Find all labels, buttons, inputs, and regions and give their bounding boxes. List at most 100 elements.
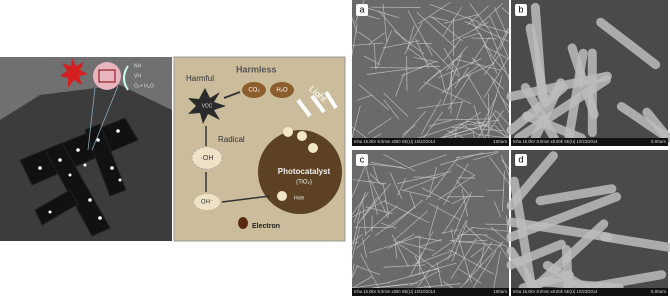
fiber (409, 193, 416, 209)
fiber (383, 92, 409, 117)
zoom-line (87, 87, 96, 151)
fiber (351, 210, 361, 251)
fiber (506, 151, 558, 211)
fiber (529, 219, 609, 293)
fiber (370, 161, 407, 170)
h2o-label: H₂O (276, 88, 288, 94)
fiber (493, 27, 509, 58)
electron-dot (238, 217, 248, 229)
fiber (469, 3, 492, 34)
fiber (413, 251, 451, 265)
fiber (457, 234, 472, 283)
fiber (360, 253, 380, 289)
fiber (351, 42, 384, 46)
fiber (351, 282, 390, 289)
fiber (390, 199, 424, 228)
fiber (351, 227, 360, 260)
fiber (389, 172, 403, 199)
fiber (438, 175, 475, 200)
fiber (490, 54, 510, 77)
fiber (442, 195, 469, 234)
fiber (473, 3, 503, 31)
fiber (470, 247, 484, 258)
fiber (450, 22, 489, 43)
panel-label: a (359, 4, 364, 14)
fiber (441, 64, 481, 94)
fiber (383, 99, 400, 120)
label-box (515, 4, 527, 16)
fiber (416, 12, 456, 48)
fiber (469, 241, 504, 278)
fiber (427, 55, 461, 82)
fiber (500, 154, 510, 176)
mechanism-panel: Harmful Harmless Light VOC CO₂ H₂O Radic… (173, 56, 346, 242)
fiber (478, 134, 510, 139)
fiber (394, 242, 398, 259)
fiber (351, 264, 359, 279)
info-bar (352, 138, 509, 146)
fiber (378, 10, 406, 43)
fiber (383, 154, 416, 172)
fiber (448, 132, 474, 139)
h2o-blob (270, 82, 294, 98)
fiber (493, 251, 501, 289)
panel-label: c (360, 154, 365, 164)
fiber (407, 10, 433, 56)
fiber (425, 155, 460, 200)
fiber (596, 17, 661, 70)
arrow (223, 91, 241, 99)
fiber (351, 241, 359, 244)
label-box (356, 4, 368, 16)
fiber (351, 23, 358, 56)
fiber (429, 16, 448, 21)
fiber (438, 58, 482, 79)
fiber (393, 210, 428, 242)
magnified-particle (93, 62, 121, 90)
fiber (421, 187, 451, 203)
fiber (483, 235, 510, 249)
fiber (494, 7, 507, 35)
co2-blob (242, 82, 266, 98)
label: VH (134, 73, 141, 79)
fiber (393, 30, 424, 55)
fiber (366, 66, 422, 75)
fiber (436, 262, 443, 287)
fiber (501, 7, 510, 15)
fiber (456, 180, 471, 197)
fiber (423, 40, 460, 78)
fiber (461, 188, 468, 217)
fiber (489, 156, 510, 184)
fiber (467, 5, 489, 25)
sem-info: Inha 15.0kV 8.0mm x500 SE(U) 10/23/2014 (354, 289, 436, 294)
fiber (416, 101, 464, 109)
fiber (448, 249, 494, 275)
fiber (488, 75, 503, 121)
fiber (388, 233, 415, 249)
particle-grid (98, 69, 116, 83)
fiber (490, 226, 510, 243)
fiber (492, 113, 510, 139)
dots (38, 129, 122, 220)
fiber (471, 37, 497, 40)
fiber (368, 32, 385, 45)
fiber (443, 47, 461, 76)
label-box (515, 154, 527, 166)
fiber (457, 62, 495, 81)
arrow (221, 195, 271, 203)
pollutant-label: VOC (202, 103, 213, 109)
fiber (446, 130, 465, 139)
fiber (450, 238, 477, 280)
fiber (380, 222, 397, 229)
fiber (445, 124, 467, 136)
fiber (365, 205, 398, 235)
fiber (444, 14, 479, 24)
fiber (401, 189, 432, 198)
fiber (431, 227, 474, 257)
fiber (361, 183, 391, 220)
fiber (465, 123, 487, 127)
sem-scale: 5.00um (651, 139, 666, 144)
panel-label: d (518, 154, 523, 164)
fiber (430, 252, 458, 268)
fiber (476, 120, 510, 138)
fiber (428, 205, 439, 237)
